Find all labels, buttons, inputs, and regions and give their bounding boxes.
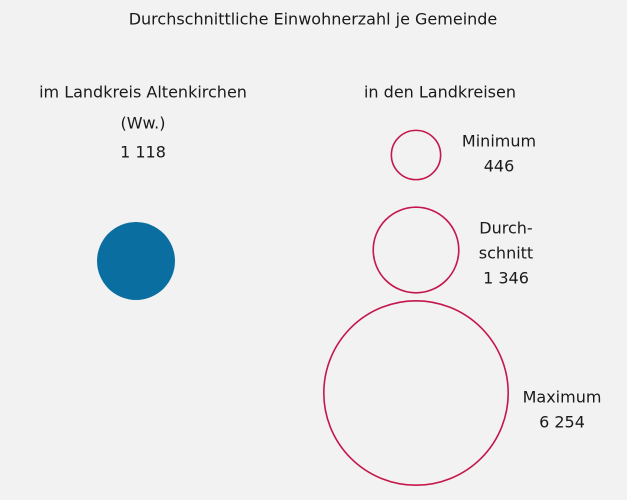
value-label: 446 xyxy=(484,157,515,176)
value-label: 1 346 xyxy=(483,269,529,288)
value-label: 6 254 xyxy=(539,413,585,432)
bubble xyxy=(390,129,442,181)
bubble-label: Durch- xyxy=(479,219,532,238)
value-label: 1 118 xyxy=(120,143,166,162)
group-heading: im Landkreis Altenkirchen xyxy=(39,83,247,102)
bubble xyxy=(322,299,510,487)
bubble xyxy=(372,206,460,294)
bubble-label: Minimum xyxy=(462,132,536,151)
bubble-label: schnitt xyxy=(479,244,533,263)
chart-title: Durchschnittliche Einwohnerzahl je Gemei… xyxy=(129,10,498,29)
group-heading: in den Landkreisen xyxy=(364,83,516,102)
bubble-label: Maximum xyxy=(523,388,602,407)
group-heading: (Ww.) xyxy=(120,114,165,133)
bubble xyxy=(97,222,175,300)
